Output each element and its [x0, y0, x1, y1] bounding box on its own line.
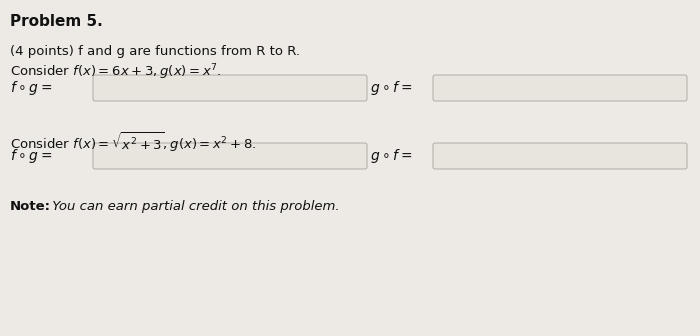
Text: $g \circ f =$: $g \circ f =$ [370, 79, 412, 97]
Text: Consider $f(x) = 6x + 3, g(x) = x^7$.: Consider $f(x) = 6x + 3, g(x) = x^7$. [10, 62, 222, 82]
Text: Consider $f(x) = \sqrt{x^2 + 3}, g(x) = x^2 + 8$.: Consider $f(x) = \sqrt{x^2 + 3}, g(x) = … [10, 130, 257, 154]
Text: $g \circ f =$: $g \circ f =$ [370, 147, 412, 165]
FancyBboxPatch shape [433, 75, 687, 101]
FancyBboxPatch shape [93, 143, 367, 169]
Text: Note:: Note: [10, 200, 51, 213]
Text: $f \circ g =$: $f \circ g =$ [10, 79, 52, 97]
FancyBboxPatch shape [93, 75, 367, 101]
Text: Problem 5.: Problem 5. [10, 14, 103, 29]
Text: (4 points) f and g are functions from R to R.: (4 points) f and g are functions from R … [10, 45, 300, 58]
Text: $f \circ g =$: $f \circ g =$ [10, 147, 52, 165]
Text: You can earn partial credit on this problem.: You can earn partial credit on this prob… [48, 200, 340, 213]
FancyBboxPatch shape [433, 143, 687, 169]
